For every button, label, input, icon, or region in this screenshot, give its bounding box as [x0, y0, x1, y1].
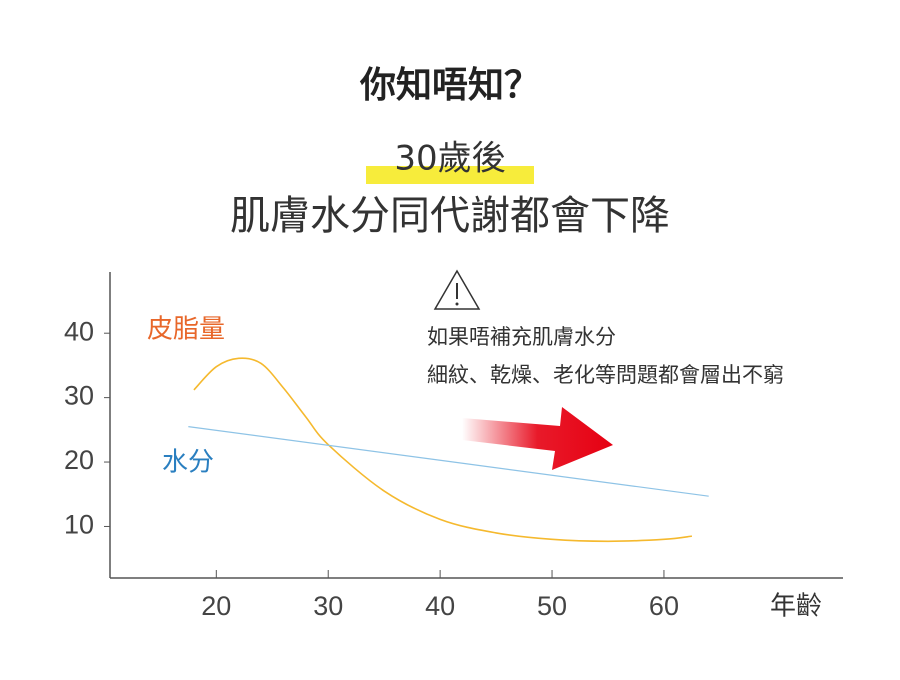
- series-line: [188, 426, 709, 497]
- subtitle: 30歲後: [394, 139, 505, 179]
- trend-arrow: [462, 407, 613, 470]
- subtitle: 肌膚水分同代謝都會下降: [230, 193, 670, 239]
- x-tick-label: 30: [313, 591, 343, 621]
- x-axis-label: 年齡: [770, 592, 822, 622]
- y-tick-label: 40: [64, 316, 94, 346]
- warning-icon: [433, 269, 481, 310]
- x-tick-label: 50: [537, 591, 567, 621]
- series-label: 水分: [162, 448, 214, 478]
- series-line: [193, 357, 693, 543]
- y-tick-label: 20: [64, 445, 94, 475]
- chart-title: 你知唔知？: [359, 64, 540, 106]
- x-tick-label: 20: [201, 591, 231, 621]
- highlight: [366, 166, 534, 184]
- y-tick-label: 10: [64, 510, 94, 540]
- series-label: 皮脂量: [147, 315, 225, 345]
- y-tick-label: 30: [64, 381, 94, 411]
- annotation: 如果唔補充肌膚水分: [427, 325, 616, 349]
- annotation: 細紋、乾燥、老化等問題都會層出不窮: [427, 363, 784, 387]
- x-tick-label: 60: [649, 591, 679, 621]
- x-tick-label: 40: [425, 591, 455, 621]
